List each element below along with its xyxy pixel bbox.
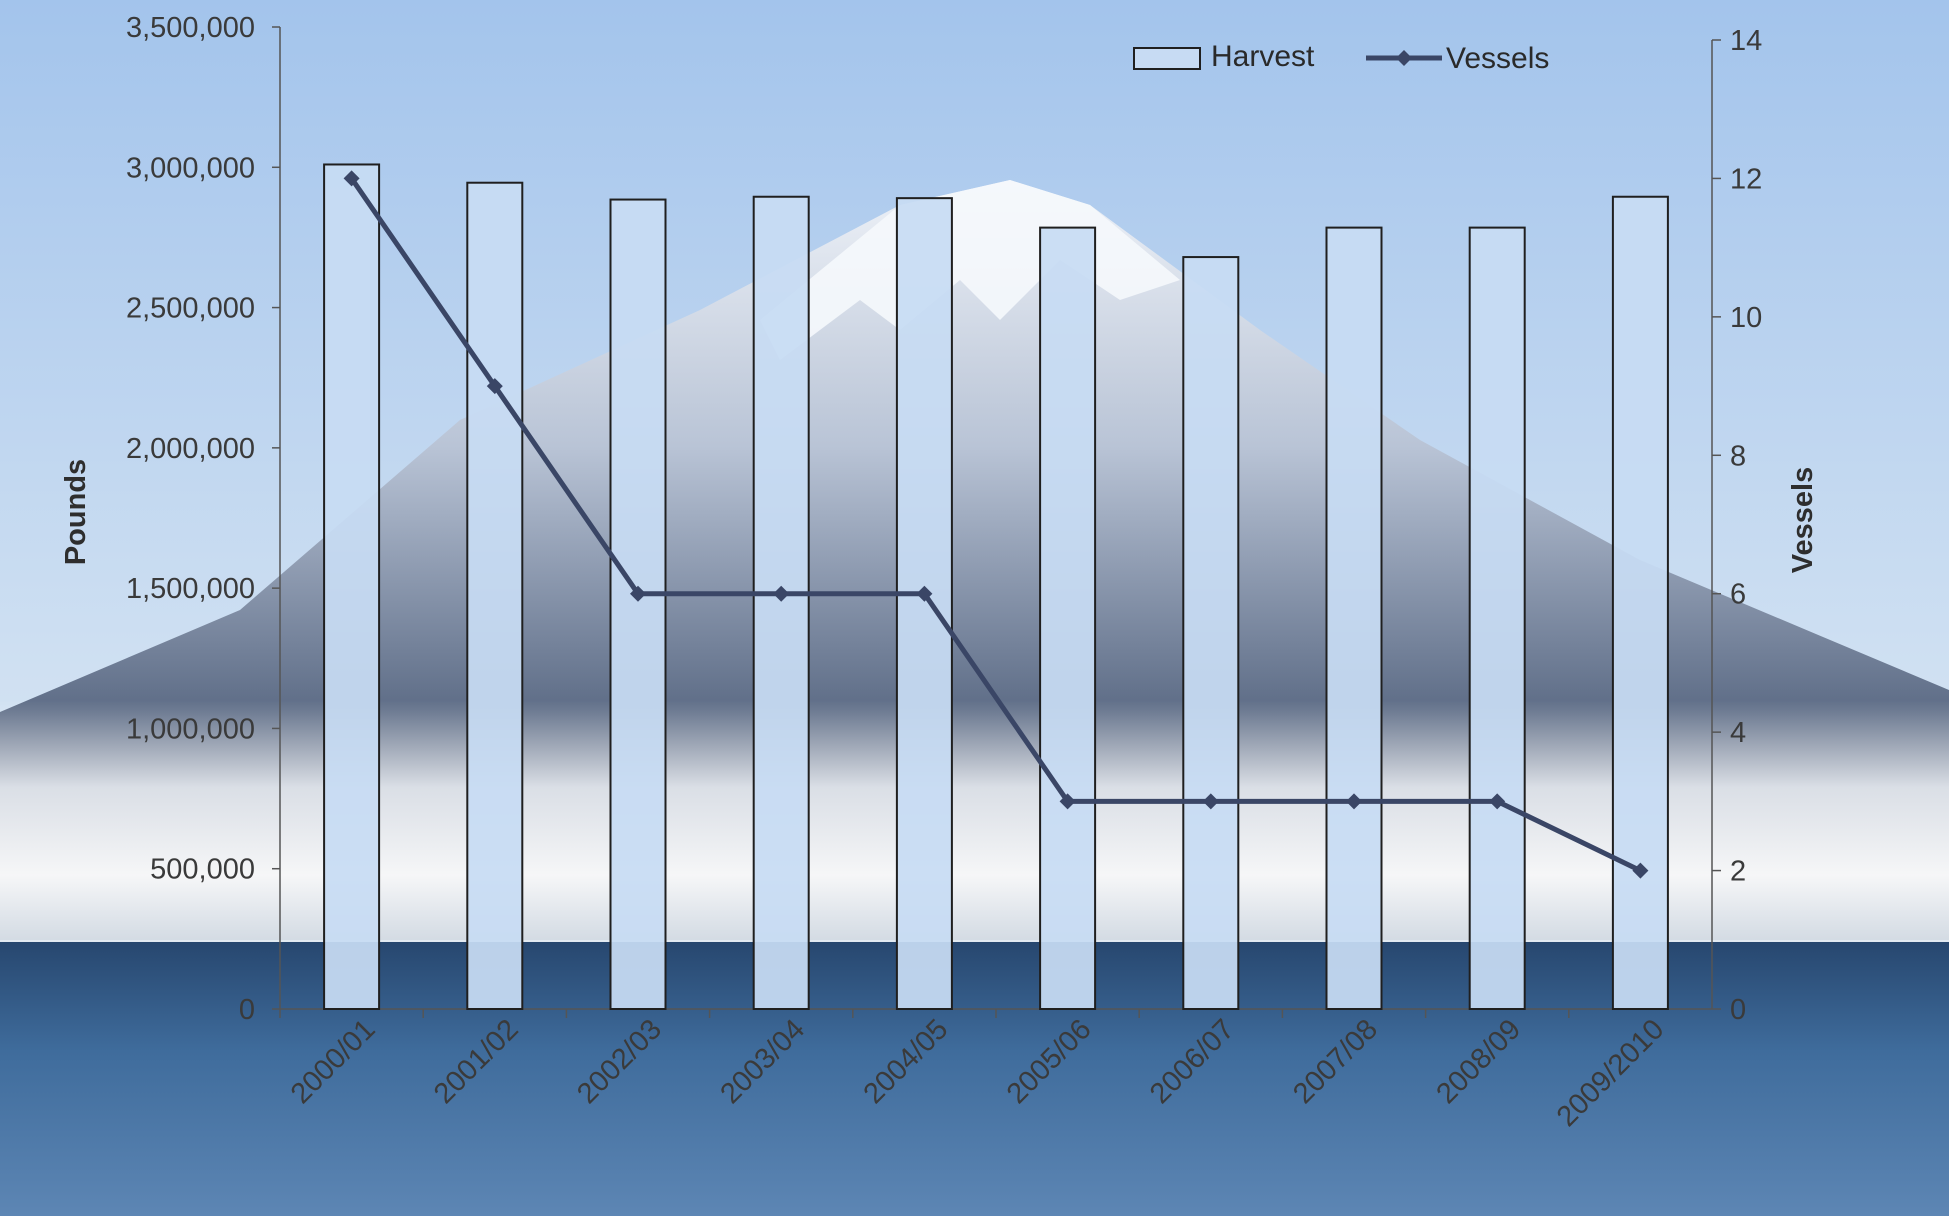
legend-harvest-swatch <box>1133 47 1201 70</box>
harvest-bar <box>1611 195 1669 1010</box>
y-left-tick-label: 1,500,000 <box>126 573 255 605</box>
harvest-bar <box>895 197 953 1011</box>
y-right-tick-label: 14 <box>1730 25 1762 57</box>
harvest-bar <box>323 163 381 1011</box>
harvest-bars <box>323 163 1669 1011</box>
vessels-marker <box>1489 793 1506 810</box>
harvest-bar <box>466 181 524 1010</box>
harvest-bar <box>1039 226 1097 1010</box>
y-right-tick-label: 12 <box>1730 163 1762 195</box>
harvest-bar <box>1182 256 1240 1011</box>
legend-harvest-label: Harvest <box>1211 40 1315 73</box>
legend-vessels-marker <box>1396 50 1412 66</box>
vessels-marker <box>343 170 360 187</box>
vessels-line <box>343 170 1649 879</box>
snow-streaks <box>760 180 1180 360</box>
vessels-marker <box>916 585 933 602</box>
y-right-tick-label: 8 <box>1730 440 1746 472</box>
y-left-tick-label: 3,000,000 <box>126 152 255 184</box>
vessels-marker <box>630 585 646 602</box>
vessels-marker <box>1632 862 1649 879</box>
harvest-bar <box>1468 226 1526 1010</box>
y-right-tick-label: 0 <box>1730 994 1746 1026</box>
y-left-tick-label: 0 <box>239 994 255 1026</box>
y-right-tick-label: 2 <box>1730 856 1746 888</box>
y-left-tick-label: 2,500,000 <box>126 293 255 325</box>
y-left-tick-label: 500,000 <box>150 854 255 886</box>
harvest-bar <box>609 198 667 1010</box>
y-left-tick-label: 1,000,000 <box>126 713 255 745</box>
harvest-bar <box>1325 226 1383 1010</box>
y-axis-title-right: Vessels <box>1787 467 1819 573</box>
legend: Harvest Vessels <box>1133 40 1549 75</box>
vessels-polyline <box>349 177 1642 873</box>
vessels-marker <box>1059 793 1076 810</box>
y-left-tick-label: 2,000,000 <box>126 433 255 465</box>
y-right-tick-label: 4 <box>1730 717 1746 749</box>
legend-vessels-label: Vessels <box>1446 42 1549 75</box>
vessels-marker <box>773 585 790 602</box>
vessels-marker <box>1202 793 1219 810</box>
y-right-tick-label: 10 <box>1730 302 1762 334</box>
y-axis-title-left: Pounds <box>60 459 92 565</box>
harvest-bar <box>752 195 810 1010</box>
y-left-tick-label: 3,500,000 <box>126 12 255 44</box>
vessels-marker <box>1346 793 1362 810</box>
vessels-marker <box>486 378 503 395</box>
y-right-tick-label: 6 <box>1730 579 1746 611</box>
